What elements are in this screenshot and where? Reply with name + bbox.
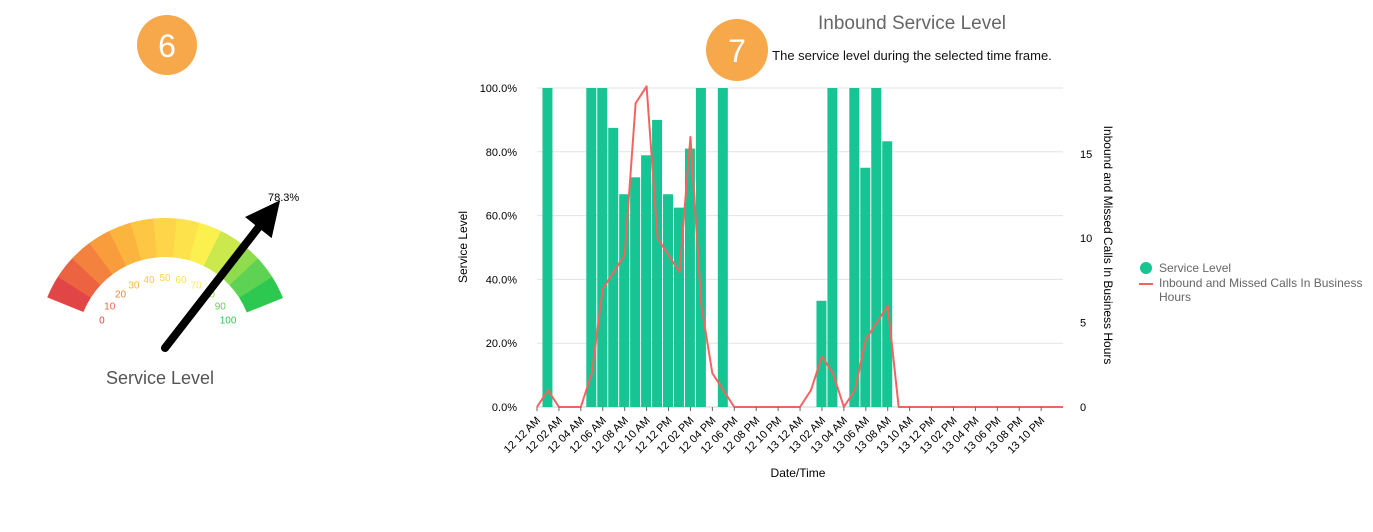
legend-item-calls[interactable]: Inbound and Missed Calls In Business Hour… — [1139, 276, 1362, 304]
gauge-segment — [47, 276, 91, 313]
gauge-value-label: 78.3% — [268, 192, 299, 204]
gauge-title: Service Level — [106, 368, 214, 388]
y-tick-label: 60.0% — [486, 211, 517, 223]
legend: Service Level Inbound and Missed Calls I… — [1139, 261, 1362, 304]
y-tick-label: 20.0% — [486, 338, 517, 350]
chart-subtitle: The service level during the selected ti… — [772, 48, 1052, 63]
gauge-segment — [217, 243, 259, 286]
x-tick-label: 12 06 PM — [699, 415, 741, 457]
y2-tick-label: 0 — [1080, 402, 1086, 414]
gauge-segment — [130, 218, 158, 261]
legend-marker-service-level — [1140, 262, 1152, 274]
y2-axis-title: Inbound and Missed Calls In Business Hou… — [1101, 126, 1115, 365]
x-tick-label: 13 08 AM — [852, 415, 893, 456]
service-level-bar — [860, 167, 871, 407]
gauge-segment — [72, 242, 113, 286]
gauge-tick-label: 40 — [143, 275, 155, 286]
x-tick-label: 13 06 AM — [831, 415, 872, 456]
y2-tick-label: 5 — [1080, 318, 1086, 330]
gauge-tick-label: 10 — [104, 301, 116, 312]
service-level-bar — [871, 88, 882, 407]
y-tick-label: 100.0% — [480, 83, 518, 95]
service-level-bar — [619, 194, 630, 407]
x-tick-label: 12 04 AM — [546, 415, 587, 456]
gauge-tick-label: 60 — [175, 275, 187, 286]
x-tick-label: 13 12 PM — [896, 415, 938, 457]
x-tick-label: 13 04 AM — [809, 415, 850, 456]
service-level-bar — [630, 177, 641, 407]
x-tick-label: 12 06 AM — [568, 415, 609, 456]
x-tick-label: 12 08 PM — [721, 415, 763, 457]
x-tick-label: 12 02 AM — [524, 415, 565, 456]
y2-tick-label: 15 — [1080, 149, 1092, 161]
service-level-bar — [827, 88, 838, 407]
service-level-bar — [882, 141, 893, 407]
x-tick-label: 12 12 PM — [633, 415, 675, 457]
service-level-bar — [717, 88, 728, 407]
gauge-segment — [173, 218, 200, 261]
y-tick-label: 0.0% — [492, 402, 517, 414]
x-tick-label: 13 02 AM — [787, 415, 828, 456]
x-tick-label: 13 06 PM — [962, 415, 1004, 457]
step-badge-6-label: 6 — [158, 28, 176, 64]
x-tick-label: 12 02 PM — [655, 415, 697, 457]
x-tick-label: 12 12 AM — [502, 415, 543, 456]
step-badge-7-label: 7 — [728, 33, 746, 69]
x-tick-label: 12 10 PM — [742, 415, 784, 457]
x-axis-title: Date/Time — [771, 466, 826, 480]
gauge-segment — [188, 222, 222, 267]
gauge-needle-shaft — [161, 223, 263, 352]
gauge-tick-label: 100 — [220, 316, 237, 327]
gauge-tick-label: 0 — [99, 316, 105, 327]
service-level-bar — [673, 207, 684, 407]
service-level-bar — [542, 88, 553, 407]
service-level-bar — [684, 148, 695, 408]
x-tick-label: 13 10 PM — [1005, 415, 1047, 457]
service-level-bar — [663, 194, 674, 407]
y2-tick-label: 10 — [1080, 233, 1092, 245]
gauge-segment — [109, 222, 142, 267]
legend-label-calls-line1: Inbound and Missed Calls In Business — [1159, 276, 1362, 290]
service-level-bar — [608, 127, 619, 407]
x-tick-label: 13 10 AM — [874, 415, 915, 456]
x-tick-label: 12 04 PM — [677, 415, 719, 457]
legend-item-service-level[interactable]: Service Level — [1140, 261, 1231, 275]
gauge-segment — [57, 258, 101, 298]
service-level-bar — [597, 88, 608, 407]
x-tick-label: 13 08 PM — [984, 415, 1026, 457]
gauge-segment — [153, 217, 178, 258]
legend-label-calls-line2: Hours — [1159, 290, 1191, 304]
gauge-tick-label: 90 — [215, 301, 227, 312]
service-level-bar — [586, 88, 597, 407]
legend-label-service-level: Service Level — [1159, 261, 1231, 275]
gauge-tick-label: 50 — [159, 273, 171, 284]
legend-label-calls: Inbound and Missed Calls In Business Hour… — [1159, 276, 1362, 304]
chart-title: Inbound Service Level — [818, 13, 1006, 34]
calls-series-line — [536, 85, 1063, 408]
service-level-bar — [816, 300, 827, 407]
gauge-needle-arrowhead-icon — [245, 200, 281, 239]
y-tick-label: 80.0% — [486, 147, 517, 159]
step-badge-6 — [137, 15, 197, 75]
x-tick-label: 12 10 AM — [611, 415, 652, 456]
gauge-segment — [239, 276, 283, 313]
y-tick-label: 40.0% — [486, 274, 517, 286]
gauge-segment — [203, 231, 242, 275]
gauge-tick-label: 30 — [128, 281, 140, 292]
gauge-tick-label: 20 — [115, 290, 127, 301]
x-tick-label: 13 12 AM — [765, 415, 806, 456]
gauge-segment — [229, 258, 273, 299]
service-level-bar — [849, 88, 860, 407]
service-level-gauge: 6 0102030405060708090100 78.3% Service L… — [47, 15, 299, 388]
gauge-tick-label: 70 — [191, 281, 203, 292]
step-badge-7 — [706, 19, 768, 81]
x-tick-label: 13 02 PM — [918, 415, 960, 457]
service-level-bar — [652, 119, 663, 408]
service-level-bar — [695, 88, 706, 407]
x-tick-label: 13 04 PM — [940, 415, 982, 457]
x-tick-label: 12 08 AM — [589, 415, 630, 456]
y-axis-title: Service Level — [456, 211, 470, 283]
service-level-bar — [641, 155, 652, 407]
gauge-segment — [89, 230, 127, 275]
